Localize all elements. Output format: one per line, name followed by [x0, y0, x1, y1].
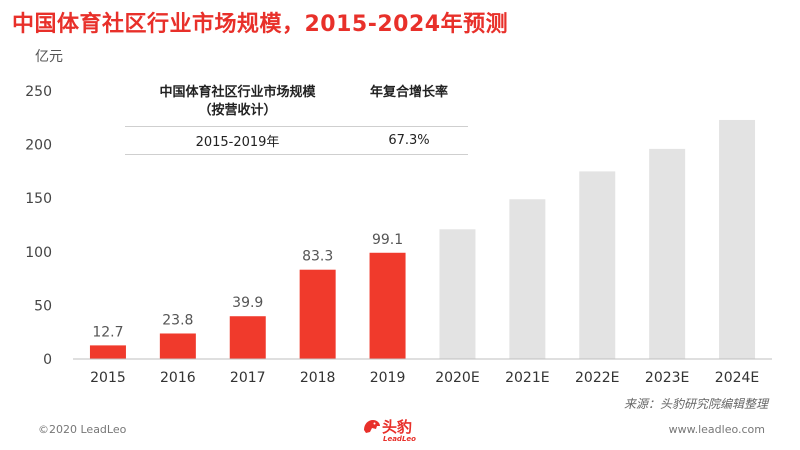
bar-data-label: 99.1 [372, 232, 403, 248]
x-tick-label: 2016 [160, 370, 196, 386]
leadleo-logo: 头豹 LeadLeo [362, 414, 442, 446]
x-axis-ticks: 2015 2016 2017 2018 2019 2020E 2021E 2022E 2023E… [90, 370, 759, 386]
y-axis-ticks: 0 50 100 150 200 250 [25, 84, 52, 368]
data-labels: 12.7 23.8 39.9 83.3 99.1 [92, 232, 403, 341]
actual-bar [299, 269, 336, 359]
actual-bar [369, 252, 406, 359]
copyright-text: ©2020 LeadLeo [38, 423, 127, 436]
x-tick-label: 2023E [645, 370, 689, 386]
y-tick-label: 150 [25, 191, 52, 207]
cagr-table-row: 2015-2019年 67.3% [125, 127, 468, 155]
forecast-bar [649, 148, 686, 359]
actual-bar [89, 345, 126, 359]
y-tick-label: 50 [34, 298, 52, 314]
logo-subtitle: LeadLeo [383, 435, 416, 443]
x-tick-label: 2021E [505, 370, 549, 386]
bar-data-label: 23.8 [162, 312, 193, 328]
y-tick-label: 250 [25, 84, 52, 100]
y-tick-label: 0 [43, 352, 52, 368]
cagr-header-market-size: 中国体育社区行业市场规模 （按营收计） [159, 85, 316, 118]
cagr-period: 2015-2019年 [195, 135, 280, 150]
y-tick-label: 200 [25, 138, 52, 154]
x-tick-label: 2017 [230, 370, 266, 386]
cagr-table: 中国体育社区行业市场规模 （按营收计） 年复合增长率 2015-2019年 67… [125, 84, 468, 155]
x-tick-label: 2019 [370, 370, 406, 386]
forecast-bar [439, 229, 476, 359]
logo-name: 头豹 [382, 418, 413, 436]
x-tick-label: 2015 [90, 370, 126, 386]
source-note: 来源：头豹研究院编辑整理 [623, 397, 768, 411]
page-title: 中国体育社区行业市场规模，2015-2024年预测 [12, 12, 509, 37]
bars [89, 119, 756, 359]
website-link[interactable]: www.leadleo.com [668, 423, 765, 436]
forecast-bar [509, 199, 546, 359]
cagr-header-growth-rate: 年复合增长率 [369, 85, 448, 100]
forecast-bar [719, 119, 756, 359]
cagr-table-header: 中国体育社区行业市场规模 （按营收计） 年复合增长率 [125, 84, 468, 127]
forecast-bar [579, 171, 616, 359]
leopard-logo-icon [364, 420, 380, 433]
bar-data-label: 39.9 [232, 295, 263, 311]
actual-bar [159, 333, 196, 359]
y-tick-label: 100 [25, 245, 52, 261]
y-axis-unit-label: 亿元 [35, 49, 63, 65]
x-tick-label: 2024E [715, 370, 759, 386]
x-tick-label: 2020E [435, 370, 479, 386]
x-tick-label: 2022E [575, 370, 619, 386]
bar-data-label: 83.3 [302, 249, 333, 265]
x-tick-label: 2018 [300, 370, 336, 386]
bar-data-label: 12.7 [92, 324, 123, 340]
cagr-rate: 67.3% [388, 133, 430, 148]
actual-bar [229, 316, 266, 359]
